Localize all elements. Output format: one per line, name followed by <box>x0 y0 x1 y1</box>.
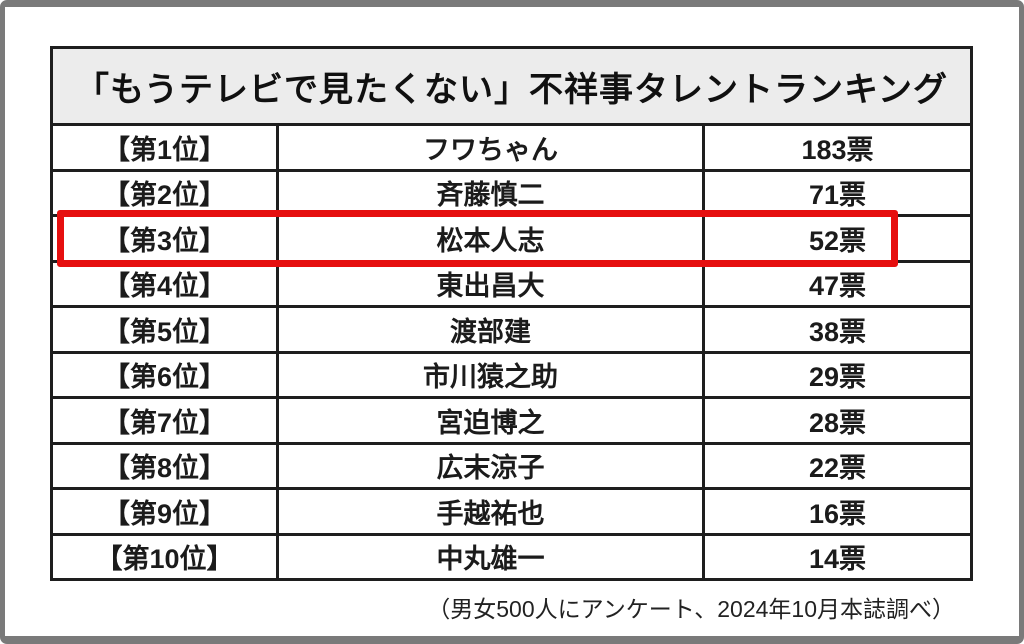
ranking-table-body: 【第1位】 フワちゃん 183票 【第2位】 斉藤慎二 71票 【第3位】 松本… <box>53 126 970 578</box>
name-cell: 松本人志 <box>279 217 705 260</box>
rank-cell: 【第3位】 <box>53 217 279 260</box>
votes-cell: 28票 <box>808 407 867 438</box>
table-row: 【第1位】 フワちゃん 183票 <box>53 126 970 169</box>
rank-cell: 【第9位】 <box>53 490 279 533</box>
table-row: 【第7位】 宮迫博之 28票 <box>53 396 970 442</box>
name-cell: 中丸雄一 <box>279 535 705 578</box>
votes-cell: 47票 <box>808 271 867 302</box>
votes-cell: 29票 <box>808 362 867 393</box>
table-row: 【第6位】 市川猿之助 29票 <box>53 350 970 396</box>
table-row: 【第5位】 渡部建 38票 <box>53 305 970 351</box>
votes-cell: 14票 <box>808 544 867 575</box>
rank-cell: 【第6位】 <box>53 353 279 396</box>
table-row: 【第3位】 松本人志 52票 <box>53 210 970 267</box>
table-header: 「もうテレビで見たくない」不祥事タレントランキング <box>53 49 970 126</box>
table-title: 「もうテレビで見たくない」不祥事タレントランキング <box>75 70 948 109</box>
name-cell: 市川猿之助 <box>279 353 705 396</box>
votes-cell: 22票 <box>808 453 867 484</box>
votes-cell: 183票 <box>801 134 874 165</box>
votes-cell: 71票 <box>808 180 867 211</box>
survey-note: （男女500人にアンケート、2024年10月本誌調べ） <box>427 596 955 622</box>
name-cell: 手越祐也 <box>279 490 705 533</box>
table-row: 【第4位】 東出昌大 47票 <box>53 259 970 305</box>
name-cell: 東出昌大 <box>279 262 705 305</box>
name-cell: フワちゃん <box>279 126 705 169</box>
name-cell: 宮迫博之 <box>279 399 705 442</box>
table-row: 【第2位】 斉藤慎二 71票 <box>53 168 970 214</box>
votes-cell: 16票 <box>808 498 867 529</box>
table-row: 【第9位】 手越祐也 16票 <box>53 487 970 533</box>
rank-cell: 【第10位】 <box>53 535 279 578</box>
rank-cell: 【第8位】 <box>53 444 279 487</box>
name-cell: 渡部建 <box>279 308 705 351</box>
votes-cell: 52票 <box>808 225 867 256</box>
votes-cell: 38票 <box>808 316 867 347</box>
rank-cell: 【第2位】 <box>53 171 279 214</box>
rank-cell: 【第4位】 <box>53 262 279 305</box>
rank-cell: 【第7位】 <box>53 399 279 442</box>
table-row: 【第8位】 広末涼子 22票 <box>53 441 970 487</box>
rank-cell: 【第1位】 <box>53 126 279 169</box>
name-cell: 広末涼子 <box>279 444 705 487</box>
table-row: 【第10位】 中丸雄一 14票 <box>53 532 970 578</box>
name-cell: 斉藤慎二 <box>279 171 705 214</box>
rank-cell: 【第5位】 <box>53 308 279 351</box>
ranking-table: 「もうテレビで見たくない」不祥事タレントランキング 【第1位】 フワちゃん 18… <box>50 46 973 581</box>
